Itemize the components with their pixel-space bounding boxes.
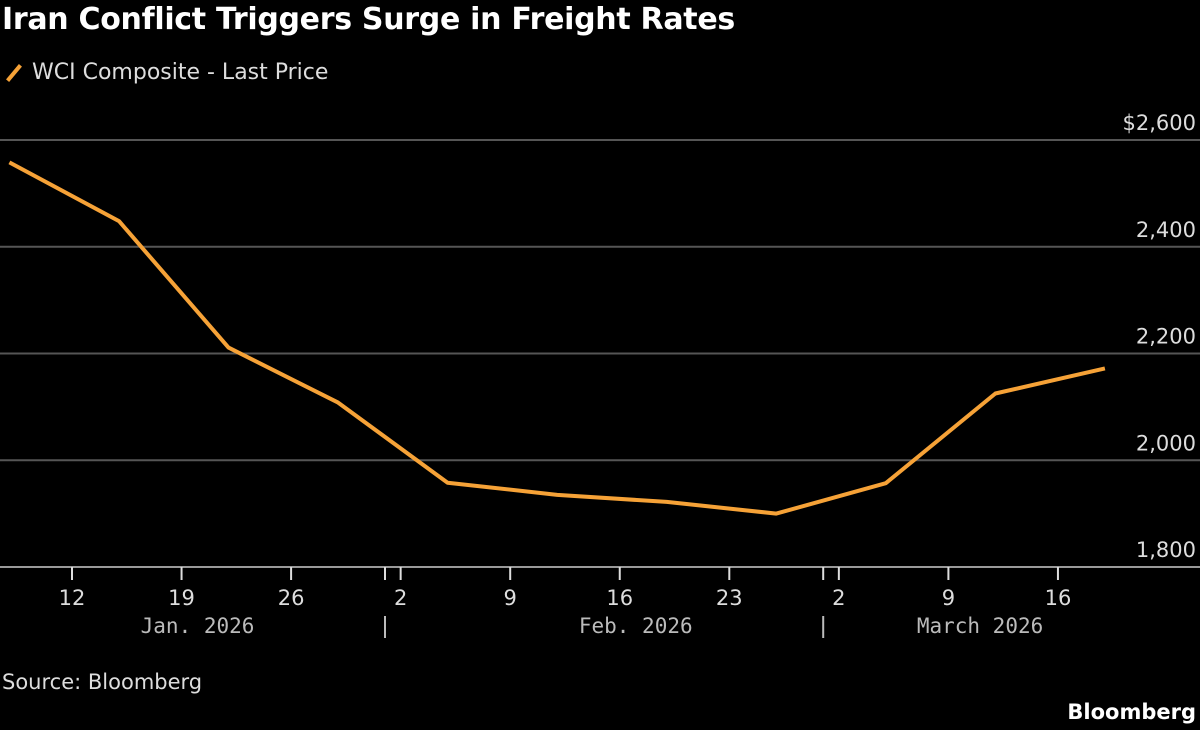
y-tick-label: $2,600 [1123, 111, 1196, 135]
legend: WCI Composite - Last Price [4, 60, 328, 85]
legend-label: WCI Composite - Last Price [32, 60, 329, 85]
x-tick-label: 9 [942, 586, 955, 610]
bloomberg-logo: Bloomberg [1067, 700, 1196, 724]
x-tick-label: 16 [1045, 586, 1072, 610]
y-tick-label: 2,200 [1136, 325, 1196, 349]
x-tick-label: 23 [716, 586, 743, 610]
x-tick-label: 16 [606, 586, 633, 610]
month-label: March 2026 [917, 614, 1043, 638]
x-tick-label: 26 [278, 586, 305, 610]
x-tick-label: 9 [504, 586, 517, 610]
series-line [8, 160, 1106, 516]
y-tick-label: 2,000 [1136, 431, 1196, 455]
x-tick-label: 2 [394, 586, 407, 610]
y-tick-label: 1,800 [1136, 538, 1196, 562]
x-tick-label: 2 [832, 586, 845, 610]
line-chart: $2,600 2,400 2,200 2,000 1,800 12 19 26 2 9 16 23 2 9… [0, 111, 1200, 638]
y-tick-label: 2,400 [1136, 218, 1196, 242]
x-tick-label: 12 [59, 586, 86, 610]
month-label: Feb. 2026 [579, 614, 693, 638]
month-label: Jan. 2026 [141, 614, 255, 638]
source-note: Source: Bloomberg [2, 670, 203, 694]
x-tick-label: 19 [168, 586, 195, 610]
chart-title: Iran Conflict Triggers Surge in Freight … [2, 2, 735, 37]
